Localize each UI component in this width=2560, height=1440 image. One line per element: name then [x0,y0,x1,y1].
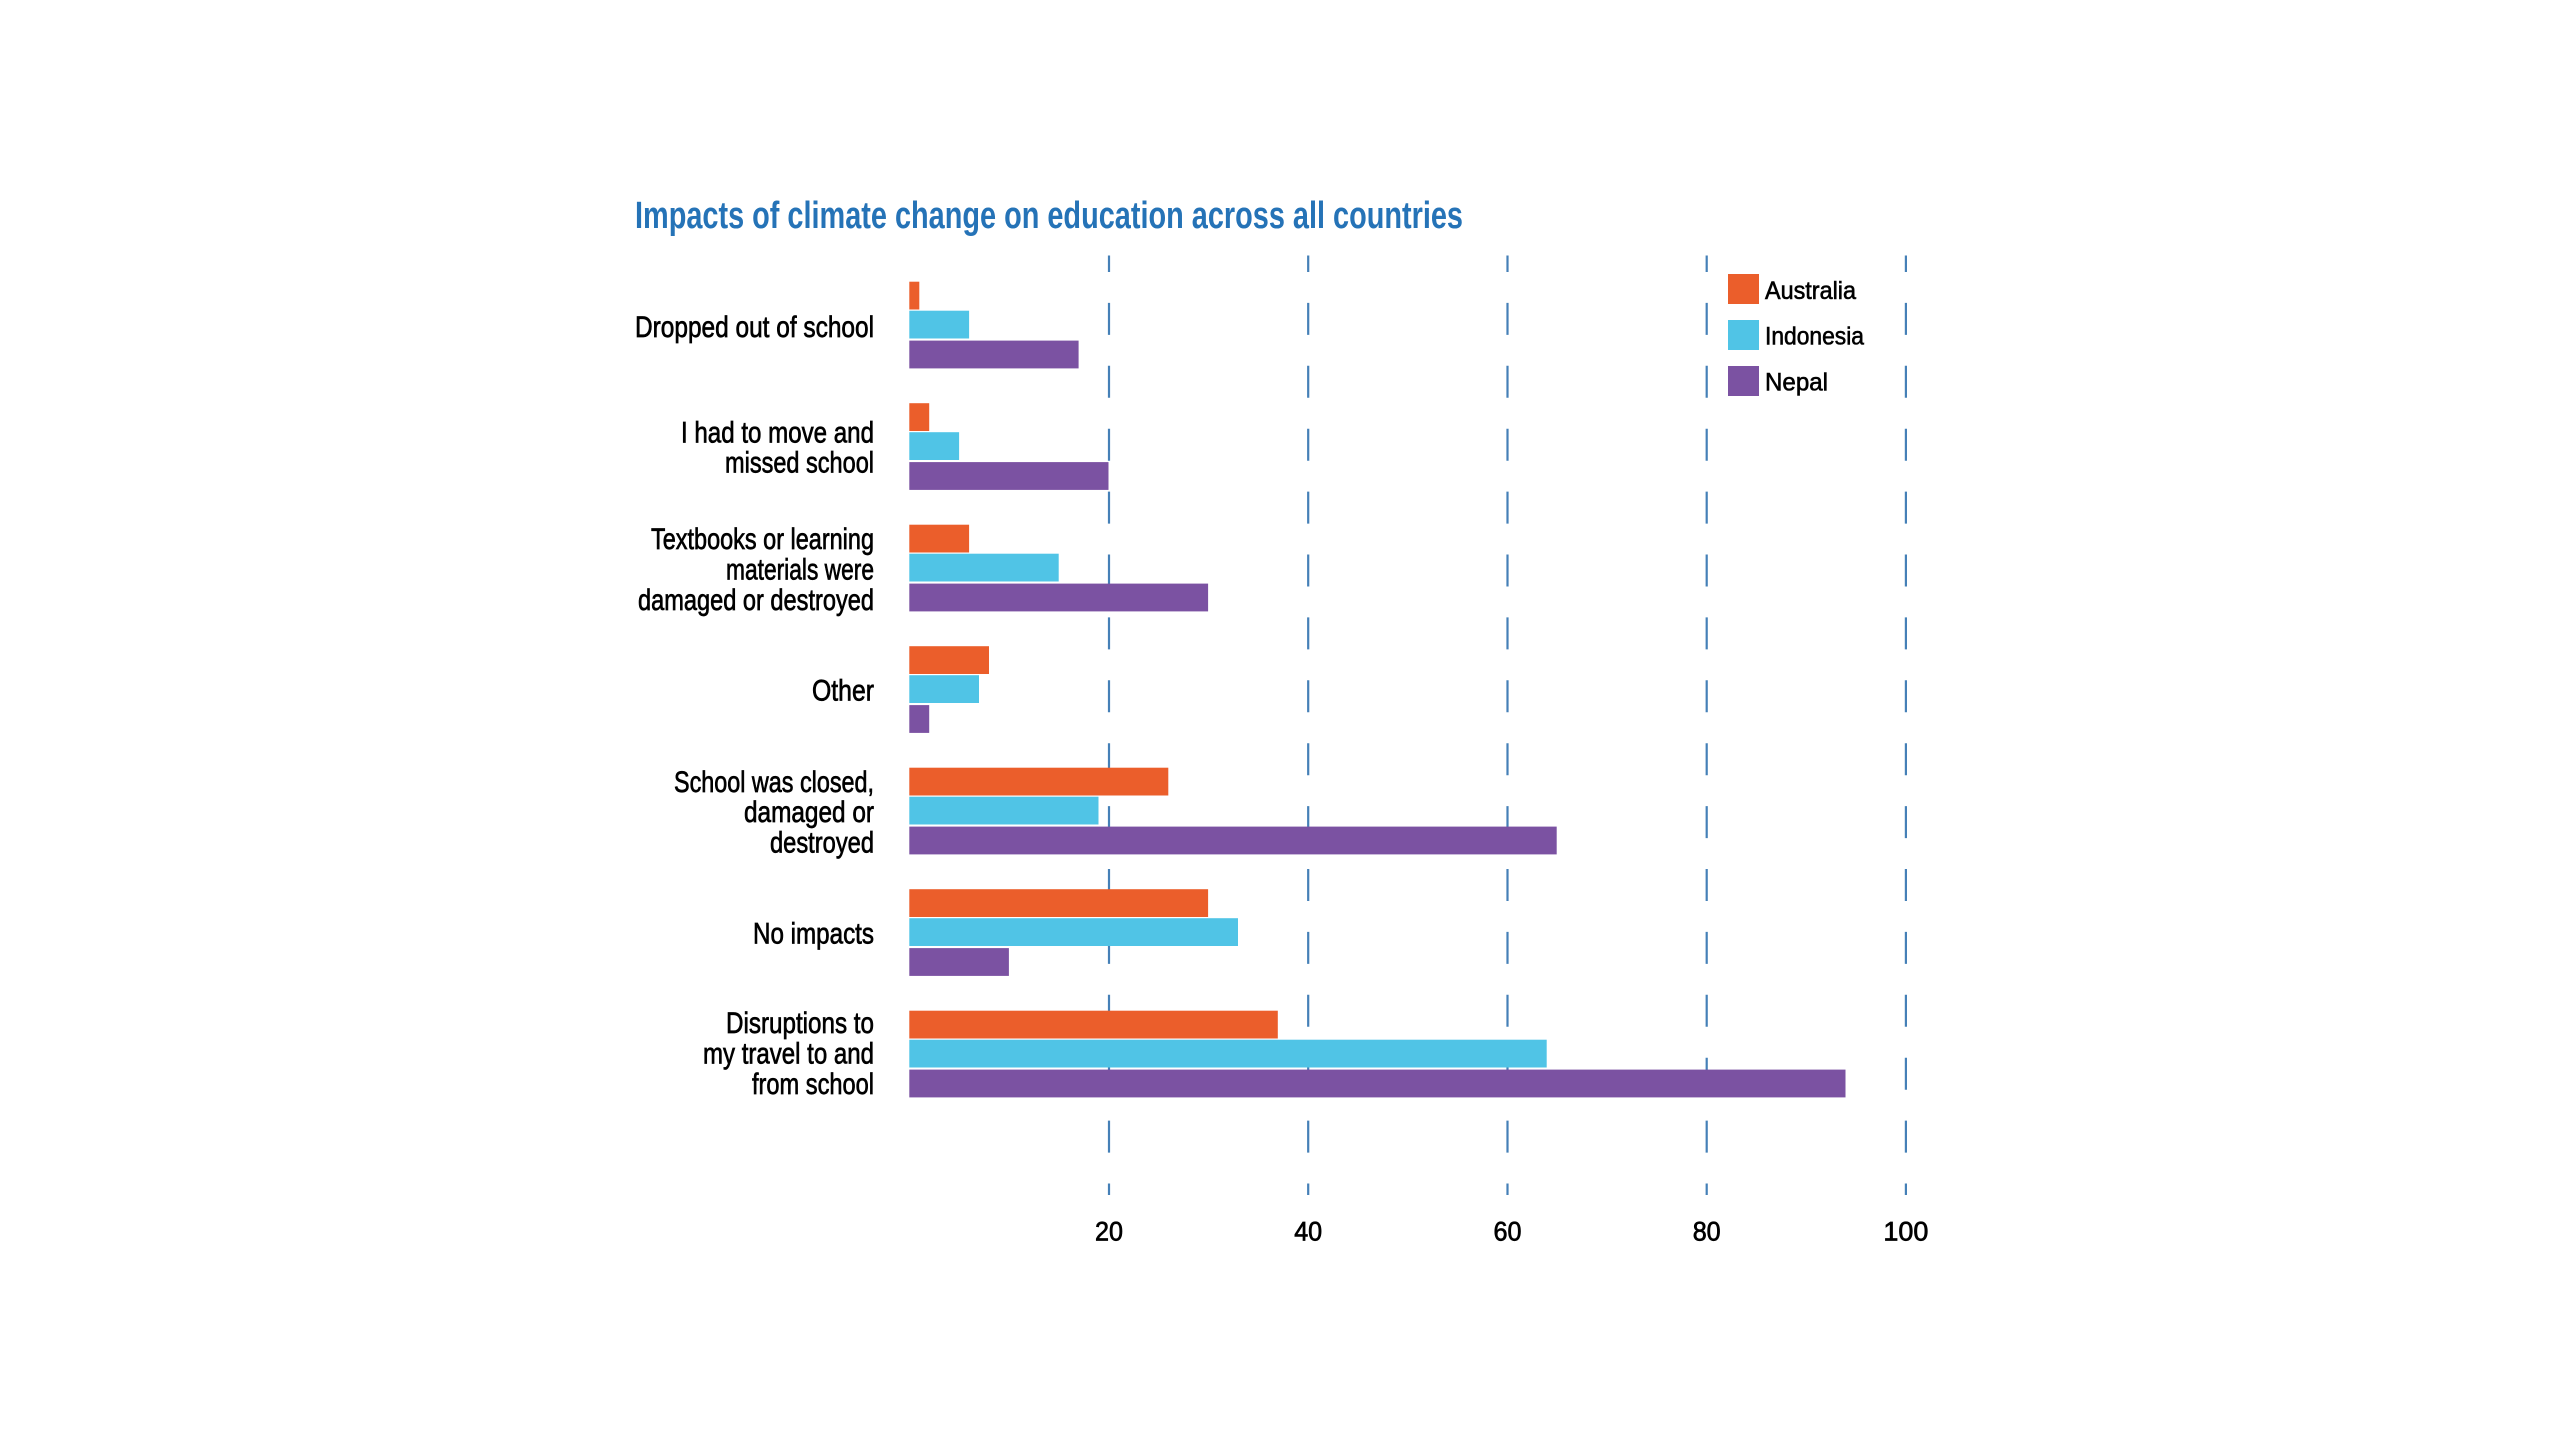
svg-text:Disruptions to: Disruptions to [726,1007,874,1040]
svg-text:Textbooks or learning: Textbooks or learning [651,523,874,556]
svg-text:materials were: materials were [726,554,874,587]
svg-text:80: 80 [1693,1216,1721,1246]
svg-text:damaged or destroyed: damaged or destroyed [638,584,874,617]
svg-text:destroyed: destroyed [770,827,874,860]
svg-text:20: 20 [1095,1216,1123,1246]
svg-text:40: 40 [1294,1216,1322,1246]
svg-text:Impacts of climate change on e: Impacts of climate change on education a… [635,195,1463,237]
svg-text:100: 100 [1883,1216,1928,1246]
svg-text:No impacts: No impacts [753,918,874,951]
svg-text:School was closed,: School was closed, [674,766,874,799]
svg-text:Dropped out of school: Dropped out of school [635,311,874,344]
svg-text:damaged or: damaged or [744,796,874,829]
svg-text:Other: Other [812,675,874,708]
svg-text:from school: from school [752,1068,874,1101]
svg-text:60: 60 [1494,1216,1522,1246]
svg-text:missed school: missed school [725,447,874,480]
svg-text:Australia: Australia [1765,277,1856,305]
svg-text:my travel to and: my travel to and [703,1038,874,1071]
svg-text:I had to move and: I had to move and [681,416,874,449]
svg-text:Nepal: Nepal [1765,368,1828,396]
svg-text:Indonesia: Indonesia [1765,323,1864,351]
